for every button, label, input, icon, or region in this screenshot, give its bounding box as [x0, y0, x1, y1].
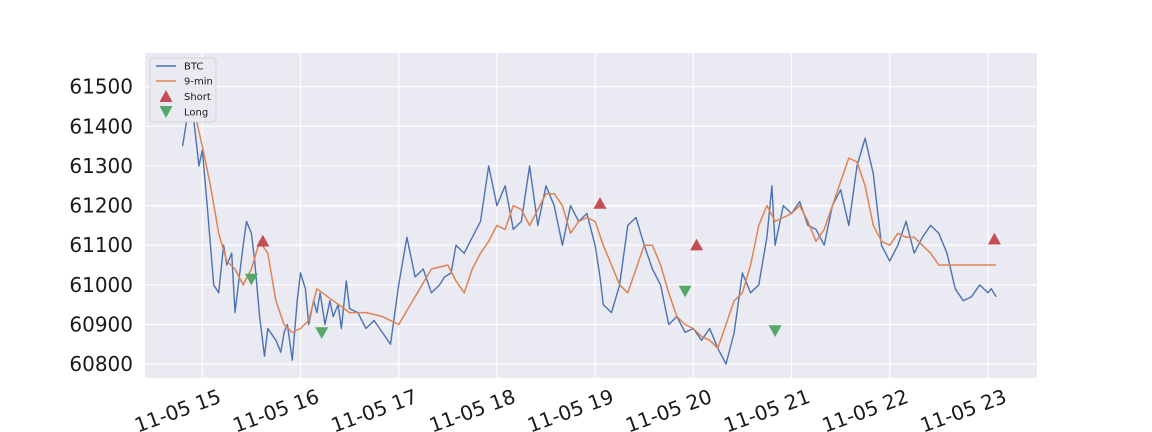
y-axis: 60800 60900 61000 61100 61200 61300 61400 61500 [69, 75, 133, 376]
y-tick-label: 60800 [69, 352, 133, 376]
x-tick-label: 11-05 20 [622, 384, 715, 432]
x-tick-label: 11-05 19 [524, 384, 617, 432]
long-signal-marker [678, 285, 692, 298]
signal-markers [244, 197, 1001, 339]
btc-price-line [181, 93, 997, 365]
x-tick-label: 11-05 22 [819, 384, 912, 432]
short-signal-marker [256, 234, 270, 247]
x-tick-label: 11-05 17 [328, 384, 421, 432]
legend-long-label: Long [184, 108, 208, 119]
short-signal-marker [987, 232, 1001, 245]
long-signal-marker [244, 273, 258, 286]
y-tick-label: 61000 [69, 273, 133, 297]
grid-lines [145, 53, 1037, 378]
long-signal-marker [768, 325, 782, 337]
y-tick-label: 60900 [69, 312, 133, 336]
x-axis: 11-05 15 11-05 16 11-05 17 11-05 18 11-05 19… [131, 384, 1009, 432]
y-tick-label: 61200 [69, 194, 133, 218]
short-signal-marker [593, 197, 607, 209]
x-tick-label: 11-05 18 [426, 384, 519, 432]
legend-long-marker [159, 106, 173, 118]
x-tick-label: 11-05 15 [131, 384, 224, 432]
y-tick-label: 61500 [69, 75, 133, 99]
legend-short-label: Short [184, 92, 211, 103]
short-signal-marker [690, 238, 704, 251]
y-tick-label: 61100 [69, 233, 133, 257]
legend-btc-label: BTC [184, 62, 203, 73]
y-tick-label: 61400 [69, 114, 133, 138]
long-signal-marker [315, 327, 329, 339]
moving-average-line [193, 110, 997, 350]
series-layer [181, 93, 997, 365]
legend-short-marker [159, 90, 173, 102]
plot-area [145, 53, 1037, 378]
x-tick-label: 11-05 21 [720, 384, 813, 432]
x-tick-label: 11-05 16 [229, 384, 322, 432]
legend: BTC 9-min Short Long [149, 57, 217, 123]
legend-ma-label: 9-min [184, 77, 213, 88]
x-tick-label: 11-05 23 [917, 384, 1010, 432]
y-tick-label: 61300 [69, 154, 133, 178]
